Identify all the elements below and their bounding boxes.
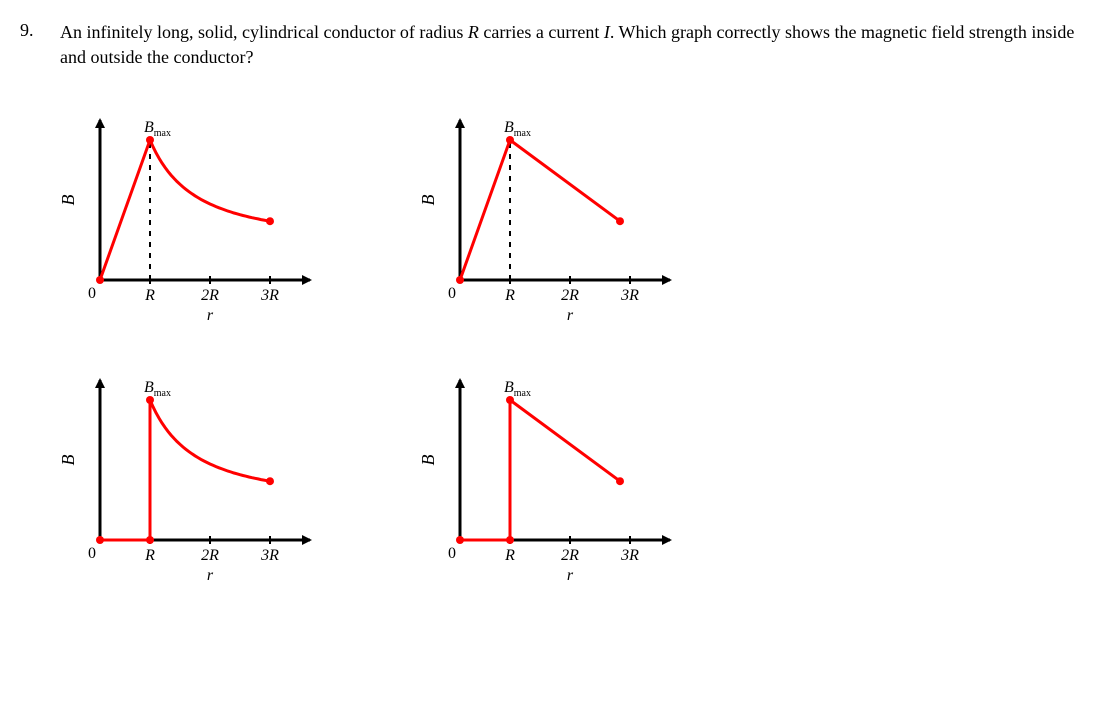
svg-text:R: R	[504, 287, 515, 304]
svg-text:2R: 2R	[561, 287, 579, 304]
charts-grid: B 0 R 2R 3R r Bmax B 0 R 2R 3R r Bmax B 0 R 2R 3R r Bmax B…	[50, 100, 1092, 600]
svg-text:r: r	[207, 307, 214, 320]
svg-text:B: B	[58, 455, 78, 466]
svg-text:R: R	[144, 547, 155, 564]
question-number: 9.	[20, 20, 60, 41]
svg-text:3R: 3R	[260, 547, 279, 564]
svg-text:B: B	[418, 455, 438, 466]
svg-text:B: B	[418, 195, 438, 206]
svg-text:0: 0	[88, 545, 96, 562]
svg-text:r: r	[567, 307, 574, 320]
chart-b: B 0 R 2R 3R r Bmax	[410, 100, 730, 330]
svg-text:R: R	[504, 547, 515, 564]
svg-text:Bmax: Bmax	[504, 119, 531, 139]
chart-a: B 0 R 2R 3R r Bmax	[50, 100, 370, 330]
svg-text:3R: 3R	[620, 547, 639, 564]
svg-text:0: 0	[448, 545, 456, 562]
var-R: R	[468, 22, 479, 42]
svg-text:3R: 3R	[260, 287, 279, 304]
svg-text:Bmax: Bmax	[144, 379, 171, 399]
svg-text:0: 0	[88, 285, 96, 302]
svg-text:2R: 2R	[201, 547, 219, 564]
qtext-part1: An infinitely long, solid, cylindrical c…	[60, 22, 468, 42]
question-text: An infinitely long, solid, cylindrical c…	[60, 20, 1092, 70]
svg-text:2R: 2R	[201, 287, 219, 304]
svg-text:r: r	[207, 567, 214, 580]
question-block: 9. An infinitely long, solid, cylindrica…	[20, 20, 1092, 70]
svg-text:0: 0	[448, 285, 456, 302]
svg-text:B: B	[58, 195, 78, 206]
chart-c: B 0 R 2R 3R r Bmax	[50, 360, 370, 590]
svg-text:Bmax: Bmax	[144, 119, 171, 139]
svg-text:3R: 3R	[620, 287, 639, 304]
svg-text:R: R	[144, 287, 155, 304]
svg-text:r: r	[567, 567, 574, 580]
svg-text:2R: 2R	[561, 547, 579, 564]
svg-text:Bmax: Bmax	[504, 379, 531, 399]
qtext-part2: carries a current	[479, 22, 604, 42]
chart-d: B 0 R 2R 3R r Bmax	[410, 360, 730, 590]
